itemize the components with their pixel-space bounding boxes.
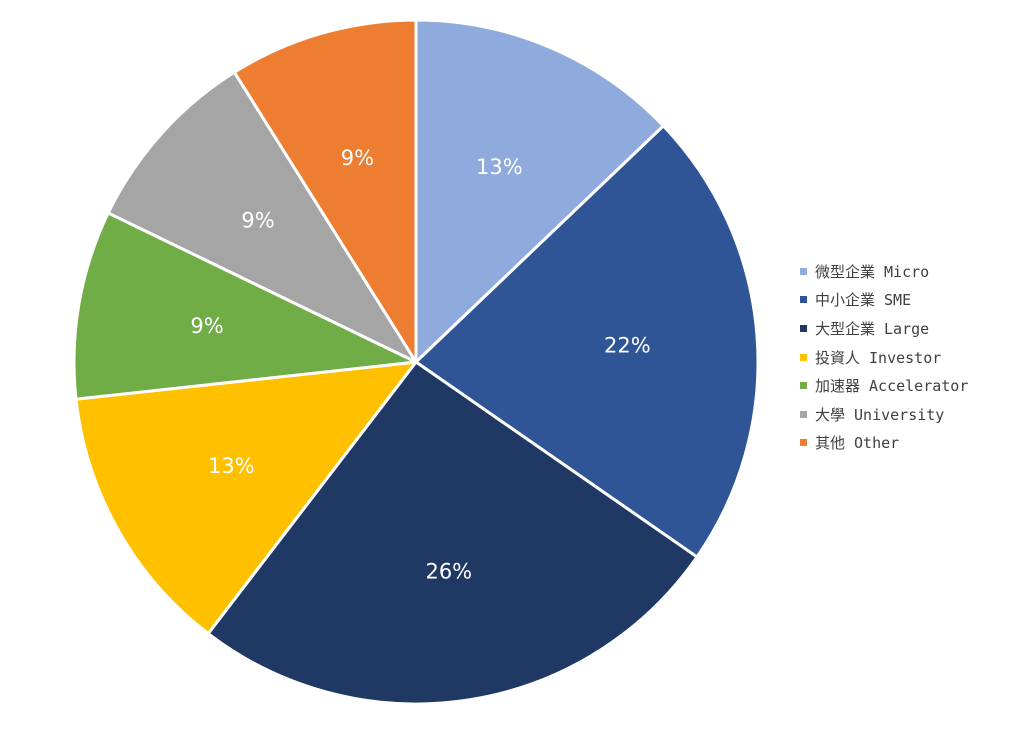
legend-swatch-icon xyxy=(800,325,807,332)
legend-item-7: 其他 Other xyxy=(800,429,968,458)
slice-data-label-2: 22% xyxy=(604,334,651,358)
legend-label: 中小企業 SME xyxy=(815,289,911,310)
slice-data-label-4: 13% xyxy=(208,454,255,478)
slice-data-label-6: 9% xyxy=(241,208,274,232)
legend-item-5: 加速器 Accelerator xyxy=(800,371,968,400)
legend-swatch-icon xyxy=(800,296,807,303)
legend-label: 投資人 Investor xyxy=(815,347,941,368)
legend-item-1: 微型企業 Micro xyxy=(800,257,968,286)
legend-label: 大學 University xyxy=(815,404,944,425)
legend-swatch-icon xyxy=(800,268,807,275)
slice-data-label-5: 9% xyxy=(190,314,223,338)
legend-swatch-icon xyxy=(800,354,807,361)
legend-label: 其他 Other xyxy=(815,432,899,453)
slice-data-label-1: 13% xyxy=(476,155,523,179)
slice-data-label-7: 9% xyxy=(341,146,374,170)
chart-legend: 微型企業 Micro 中小企業 SME 大型企業 Large 投資人 Investor… xyxy=(800,257,968,457)
slice-data-label-3: 26% xyxy=(425,560,472,584)
legend-item-6: 大學 University xyxy=(800,400,968,429)
legend-label: 大型企業 Large xyxy=(815,318,929,339)
legend-label: 加速器 Accelerator xyxy=(815,375,968,396)
legend-item-3: 大型企業 Large xyxy=(800,314,968,343)
legend-item-4: 投資人 Investor xyxy=(800,343,968,372)
legend-swatch-icon xyxy=(800,382,807,389)
legend-item-2: 中小企業 SME xyxy=(800,286,968,315)
legend-swatch-icon xyxy=(800,411,807,418)
legend-label: 微型企業 Micro xyxy=(815,261,929,282)
legend-swatch-icon xyxy=(800,439,807,446)
